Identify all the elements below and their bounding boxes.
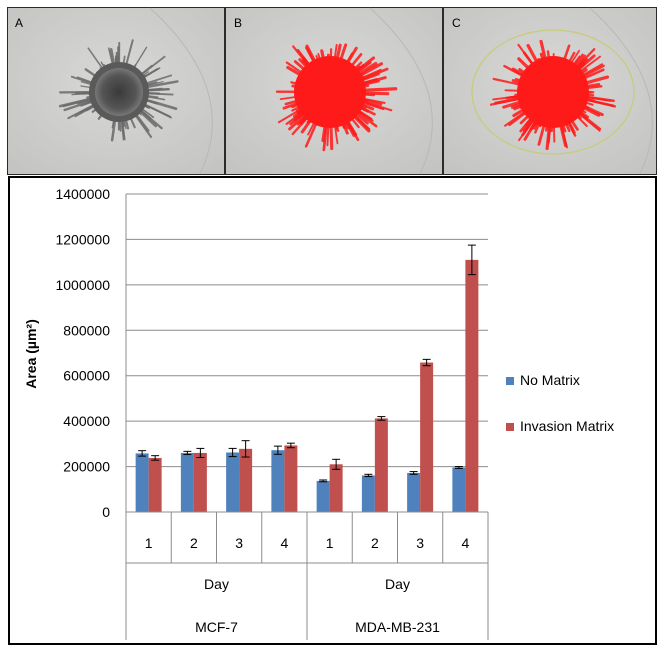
panel-b: B	[226, 7, 442, 175]
y-tick-labels: 0 200000 400000 600000 800000 1000000 1200000 1…	[55, 186, 110, 520]
x-tick-label: 3	[416, 535, 424, 551]
bar	[239, 448, 253, 512]
x-tick-label: 1	[326, 535, 334, 551]
bar	[420, 362, 434, 512]
panel-a-label: A	[15, 16, 23, 30]
bar	[316, 480, 330, 512]
x-tick-label: 2	[190, 535, 198, 551]
bar	[226, 452, 240, 512]
x-axis-label: Day	[385, 576, 410, 592]
legend-swatch	[506, 377, 514, 385]
y-axis-label: Area (µm²)	[23, 319, 39, 389]
y-tick-label: 600000	[63, 368, 110, 384]
x-tick-label: 4	[280, 535, 288, 551]
legend-entry: No Matrix	[520, 372, 580, 388]
y-tick-label: 1000000	[55, 277, 110, 293]
legend-entry: Invasion Matrix	[520, 418, 614, 434]
panel-c: C	[444, 7, 656, 175]
bar	[284, 445, 298, 512]
bar	[329, 464, 343, 512]
x-tick-label: 2	[371, 535, 379, 551]
bars	[135, 259, 479, 512]
bar	[465, 259, 479, 512]
x-tick-label: 4	[461, 535, 469, 551]
panel-c-mask	[489, 39, 617, 151]
panel-c-label: C	[452, 16, 461, 30]
bar	[374, 418, 388, 512]
group-label: MCF-7	[195, 619, 238, 635]
legend: No Matrix Invasion Matrix	[506, 372, 614, 434]
x-axis: 1 2 3 4 1 2 3 4 Day MCF-7 Day MDA-MB-231	[125, 511, 489, 640]
bar	[407, 472, 421, 512]
y-tick-label: 200000	[63, 459, 110, 475]
panel-a: A	[8, 7, 224, 175]
x-tick-label: 1	[145, 535, 153, 551]
x-axis-label: Day	[204, 576, 229, 592]
y-tick-label: 400000	[63, 413, 110, 429]
bar	[361, 475, 375, 512]
panel-b-mask	[275, 43, 398, 152]
group-label: MDA-MB-231	[355, 619, 440, 635]
bar-chart: 0 200000 400000 600000 800000 1000000 1200000 1…	[23, 186, 614, 640]
y-tick-label: 1200000	[55, 231, 110, 247]
panel-c-ellipse	[471, 29, 635, 155]
bar	[271, 450, 285, 512]
x-tick-label: 3	[235, 535, 243, 551]
panel-b-label: B	[234, 16, 242, 30]
microscopy-panels: A B C	[7, 7, 657, 175]
y-tick-label: 800000	[63, 322, 110, 338]
bar	[452, 467, 466, 512]
bar	[135, 453, 149, 512]
bar	[180, 452, 194, 512]
chart-frame	[8, 176, 657, 645]
error-bars	[138, 244, 476, 483]
y-tick-label: 1400000	[55, 186, 110, 202]
y-tick-label: 0	[102, 504, 110, 520]
legend-swatch	[506, 423, 514, 431]
bar	[193, 452, 207, 512]
bar	[148, 457, 162, 512]
